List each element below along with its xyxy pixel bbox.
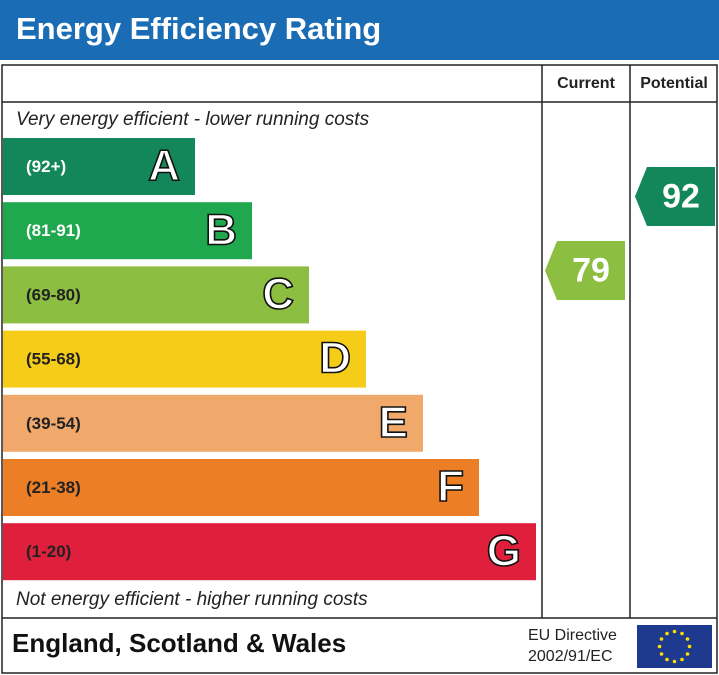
band-range: (21-38): [26, 478, 81, 497]
band-letter: C: [262, 270, 294, 319]
eu-star: [665, 631, 669, 636]
band: [3, 459, 479, 516]
top-note: Very energy efficient - lower running co…: [16, 109, 370, 130]
eu-star: [657, 644, 662, 649]
band-range: (92+): [26, 157, 66, 176]
bottom-note: Not energy efficient - higher running co…: [16, 589, 368, 610]
directive: 2002/91/EC: [528, 648, 613, 665]
band: [3, 330, 366, 388]
eu-star: [659, 637, 664, 641]
eu-star: [672, 659, 677, 664]
band-letter: E: [379, 398, 408, 447]
band-letter: F: [437, 462, 464, 511]
band-range: (1-20): [26, 542, 71, 561]
rating-value: 79: [572, 251, 610, 289]
band: [3, 138, 195, 195]
eu-star: [685, 637, 690, 641]
eu-star: [680, 631, 684, 636]
band: [3, 394, 423, 452]
column-header: Potential: [640, 75, 708, 92]
rating-value: 92: [662, 177, 700, 215]
band: [3, 266, 309, 324]
band: [3, 202, 252, 260]
column-header: Current: [557, 75, 615, 92]
eu-stars: [657, 629, 692, 664]
title: Energy Efficiency Rating: [16, 11, 381, 46]
eu-star: [672, 629, 677, 634]
band-letter: D: [319, 334, 351, 383]
band-range: (69-80): [26, 285, 81, 304]
eu-star: [685, 652, 690, 656]
region: England, Scotland & Wales: [12, 628, 346, 658]
eu-star: [665, 657, 669, 662]
eu-star: [680, 657, 684, 662]
rating-arrow: [635, 167, 715, 226]
band-letter: B: [205, 205, 237, 254]
band: [3, 523, 536, 581]
band-letter: A: [148, 141, 180, 190]
band-range: (55-68): [26, 350, 81, 369]
band-letter: G: [487, 526, 521, 575]
band-range: (81-91): [26, 221, 81, 240]
eu-star: [659, 652, 664, 656]
directive: EU Directive: [528, 627, 617, 644]
frame: [1, 64, 718, 674]
band-range: (39-54): [26, 414, 81, 433]
title-bar: [0, 0, 719, 60]
eu-star: [687, 644, 692, 649]
rating-arrow: [545, 241, 625, 300]
